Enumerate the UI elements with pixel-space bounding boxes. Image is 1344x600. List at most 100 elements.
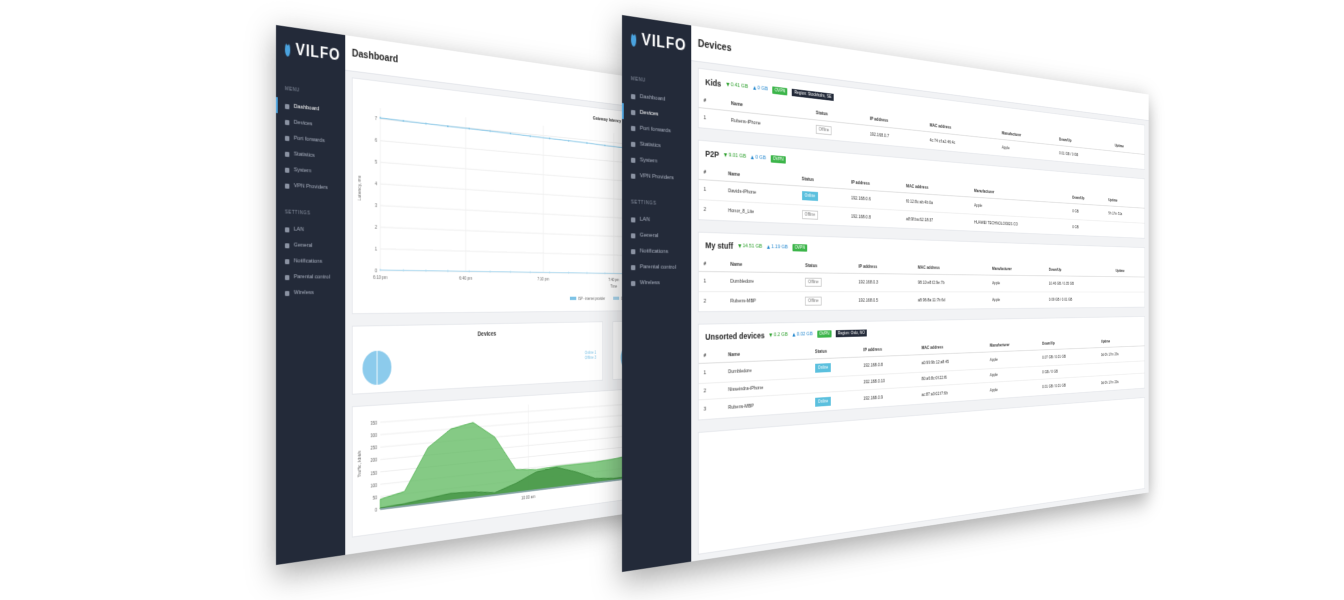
column-header: Down/Up (1046, 265, 1113, 277)
cell-text: ac:87:a3:02:f7:6b (921, 391, 947, 398)
menu-label: Statistics (640, 141, 661, 149)
sidebar: VILFO MENU Dashboard Devices Port forwards St… (622, 15, 691, 572)
cell-text: Rubens-MBP (730, 299, 756, 305)
cell-text: Apple (974, 203, 982, 208)
menu-icon (285, 183, 289, 188)
cell-text: 3 (704, 407, 707, 413)
cell-text: 0.07 GB / 0.01 GB (1042, 355, 1066, 361)
cell-text: 1 (704, 279, 707, 285)
upload: 0.02 GB (792, 332, 812, 338)
legend-swatch (570, 297, 576, 300)
menu-label: Dashboard (294, 104, 320, 113)
cell: 192.168.0.9 (859, 387, 917, 408)
cell: a8:9f:ba:62:18:37 (902, 210, 970, 230)
brand: VILFO (276, 25, 345, 87)
down-arrow (738, 244, 741, 248)
vpn-badge: OVPN (817, 330, 831, 337)
x-tick-label: 7:40 pm (608, 278, 619, 283)
region-badge: Region: Oslo, NO (836, 329, 867, 337)
cell-text: 2 (704, 388, 707, 394)
y-tick-label: 7 (375, 116, 378, 122)
cell: 0.09 GB / 0.01 GB (1046, 292, 1113, 308)
upload-value: 0.02 GB (797, 332, 813, 338)
cell: Apple (986, 379, 1039, 399)
up-arrow (753, 86, 756, 90)
settings-item[interactable]: Wireless (276, 285, 345, 301)
upload: 0 GB (753, 85, 768, 92)
cell-text: 0d 0h 17m 23s (1101, 352, 1119, 357)
y-tick-label: 2 (375, 225, 378, 231)
settings-item[interactable]: Parental control (276, 269, 345, 285)
cell: Online (811, 390, 860, 411)
group-name: P2P (705, 149, 719, 160)
menu-item[interactable]: VPN Providers (276, 177, 345, 197)
download: 9.01 GB (724, 152, 746, 159)
cell (1105, 221, 1144, 238)
settings-item[interactable]: General (276, 237, 345, 255)
cell: Apple (989, 292, 1046, 308)
cell-text: Apple (990, 358, 998, 363)
group-name: My stuff (705, 241, 733, 251)
settings-label: Notifications (294, 258, 322, 264)
cell: 10.46 GB / 0.35 GB (1046, 276, 1113, 292)
stage: VILFO MENU Dashboard Devices Port forwards St… (0, 0, 1344, 600)
cell: Apple (989, 275, 1046, 292)
menu-icon (285, 259, 289, 264)
point (510, 133, 511, 135)
download-value: 9.01 GB (729, 153, 746, 160)
logo (285, 42, 290, 57)
upload-value: 0 GB (757, 85, 767, 92)
main: Devices Kids 0.41 GB 0 GB OVPN Region: Stockh… (691, 25, 1148, 561)
empty-card (698, 397, 1145, 555)
cell-text: f0:12:8c:ab:4b:0a (906, 199, 933, 206)
y-tick-label: 350 (370, 420, 377, 426)
download: 0.2 GB (769, 332, 788, 338)
cell: 0 GB (1069, 219, 1105, 236)
cell-text: 10.46 GB / 0.35 GB (1049, 282, 1074, 287)
settings-item[interactable]: Notifications (276, 253, 345, 270)
group-name: Kids (705, 77, 721, 88)
cell: 1 (699, 179, 724, 200)
cell: 1 (699, 271, 726, 291)
point (586, 142, 587, 144)
cell: 2 (699, 200, 724, 221)
settings-item[interactable]: Wireless (622, 275, 691, 291)
cell-text: Dumbledore (728, 368, 752, 375)
legend-label: ISP - internet provider (578, 296, 605, 300)
cell-text: Apple (992, 281, 1000, 286)
cell: 1 (699, 108, 727, 130)
chart-title: Gateway latency (593, 116, 622, 124)
settings-item[interactable]: Parental control (622, 259, 691, 276)
y-tick-label: 300 (370, 433, 377, 440)
column-header: # (699, 258, 726, 272)
brand: VILFO (622, 15, 691, 77)
download: 0.41 GB (726, 82, 748, 90)
cell: 2 (699, 382, 724, 400)
pie (359, 344, 407, 393)
column-header: MAC address (914, 262, 989, 275)
menu-icon (631, 125, 635, 130)
device-row[interactable]: 2 Rubens-MBP Offline 192.168.0.5 a8:96:8a:11… (699, 292, 1145, 312)
menu-icon (631, 265, 635, 270)
point (568, 140, 569, 142)
point (604, 145, 605, 147)
cell (1113, 277, 1145, 292)
upload: 1.19 GB (767, 244, 788, 250)
cell-text: 192.168.0.9 (863, 395, 882, 401)
menu-icon (285, 291, 289, 296)
cell-text: 0.01 GB / 0.01 GB (1042, 384, 1066, 390)
settings-label: General (294, 243, 313, 249)
cell-text: Dumbledore (730, 279, 754, 285)
menu-label: Dashboard (640, 94, 666, 103)
menu-icon (631, 281, 635, 286)
x-tick-label: 6:10 pm (373, 275, 387, 281)
menu-icon (631, 109, 635, 114)
settings-item[interactable]: General (622, 227, 691, 245)
settings-item[interactable]: Notifications (622, 243, 691, 260)
cell-text: 4c:74:cf:a2:46:4c (930, 138, 956, 146)
cell-text: a8:9f:ba:62:18:37 (906, 217, 933, 223)
download: 14.51 GB (738, 243, 762, 249)
status-badge: Offline (805, 297, 821, 306)
cell: Dumbledore (726, 272, 801, 292)
y-tick-label: 0 (375, 268, 378, 274)
